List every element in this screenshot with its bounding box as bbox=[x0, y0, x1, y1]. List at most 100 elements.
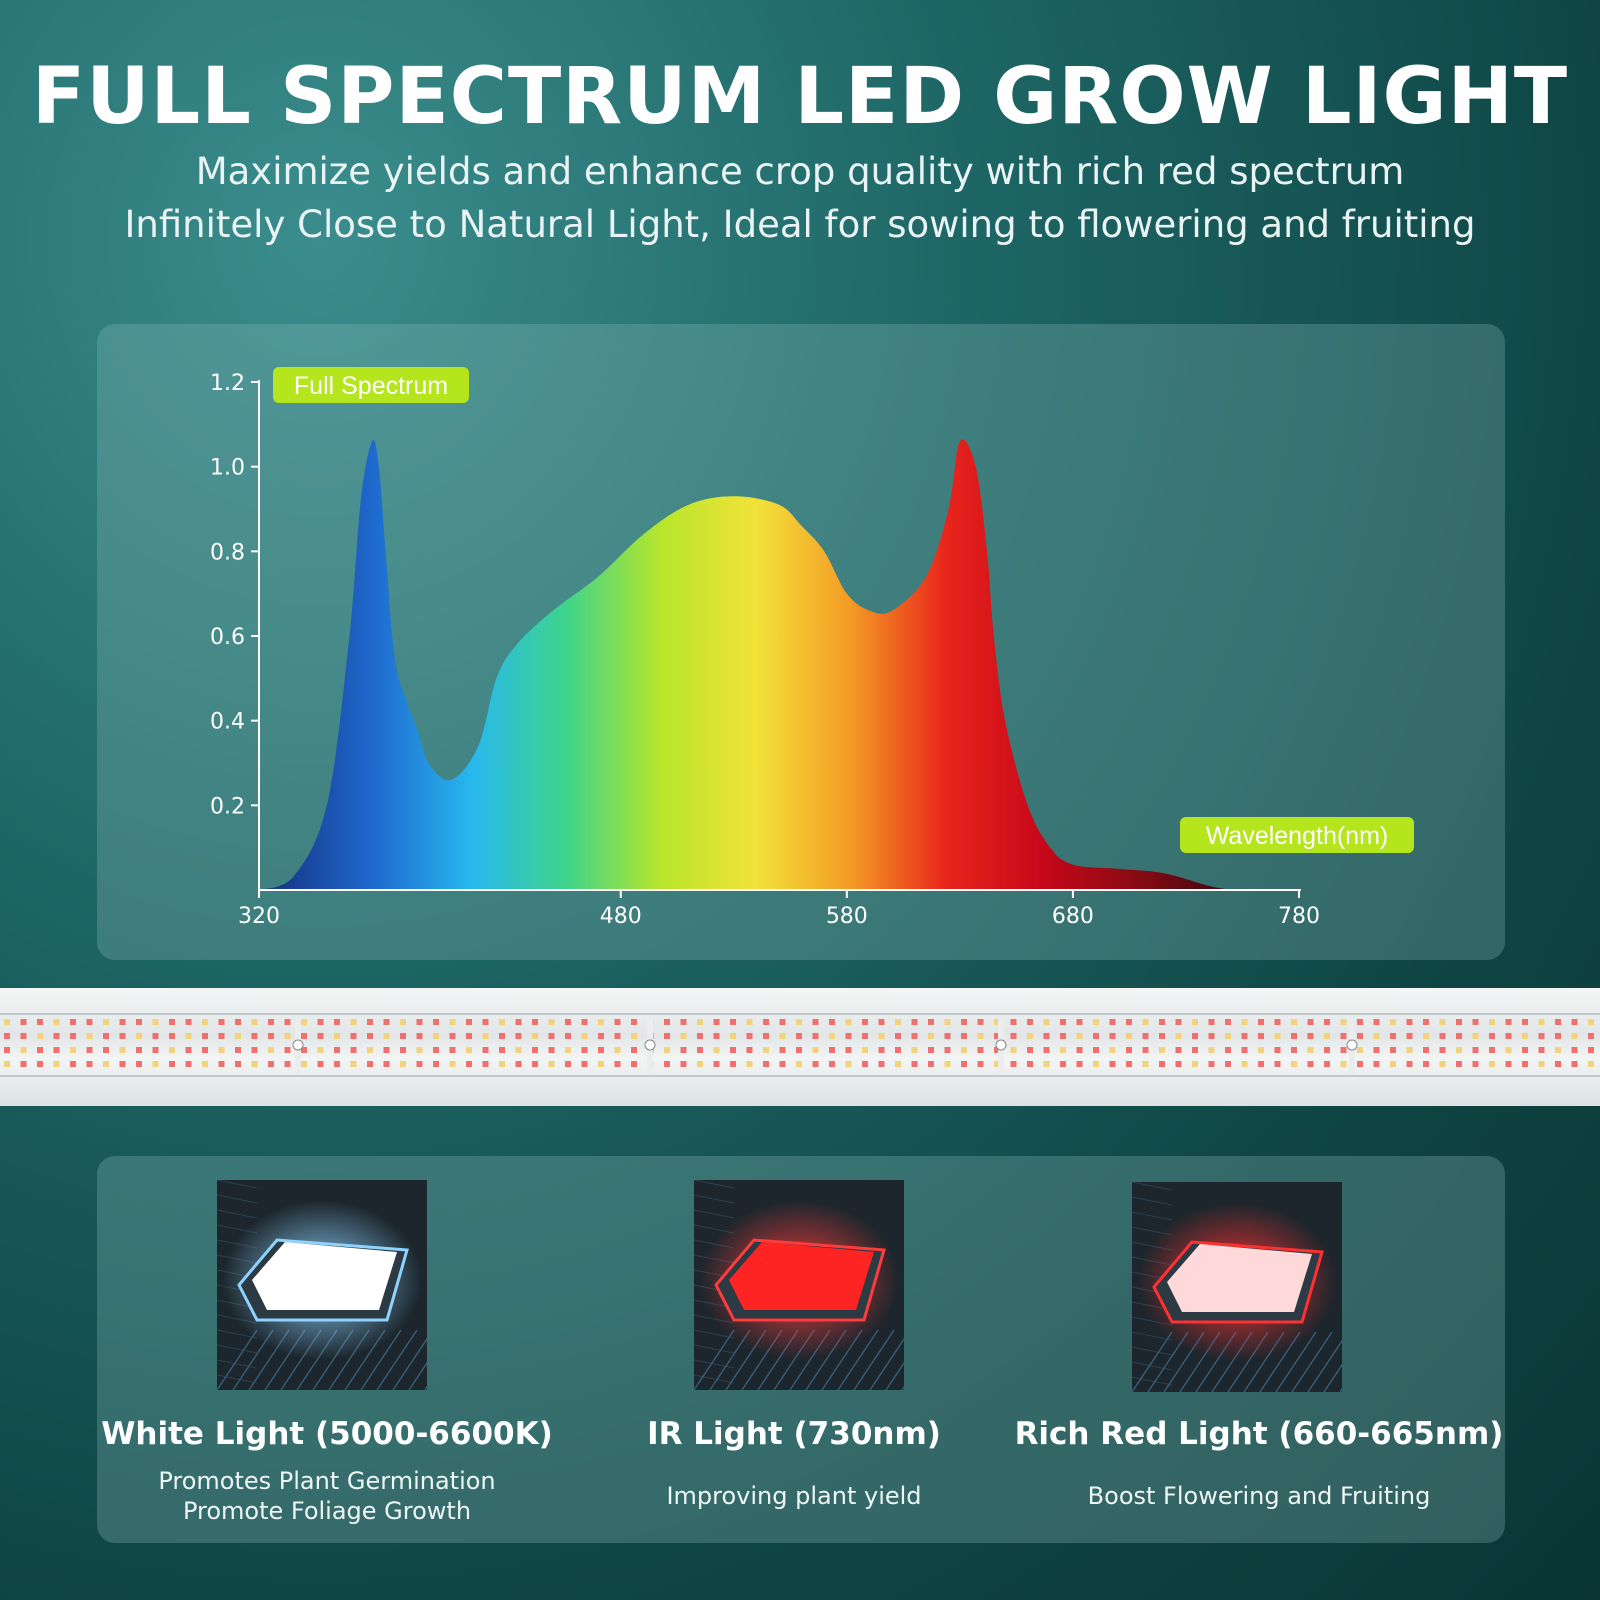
led-diode bbox=[680, 1061, 687, 1067]
led-diode bbox=[713, 1047, 720, 1053]
led-diode bbox=[994, 1047, 1000, 1053]
led-diode bbox=[1571, 1019, 1578, 1025]
led-diode bbox=[268, 1019, 274, 1025]
circuit-trace bbox=[694, 1329, 735, 1390]
led-diode bbox=[20, 1033, 27, 1039]
led-diode bbox=[1505, 1061, 1512, 1067]
led-diode bbox=[779, 1019, 786, 1025]
circuit-trace bbox=[217, 1180, 258, 1189]
circuit-trace bbox=[1132, 1331, 1173, 1392]
led-diode bbox=[1456, 1061, 1462, 1067]
led-diode bbox=[994, 1033, 1000, 1039]
led-diode bbox=[119, 1061, 126, 1067]
circuit-trace bbox=[408, 1361, 427, 1390]
led-diode bbox=[1175, 1019, 1182, 1025]
circuit-trace bbox=[1132, 1182, 1173, 1191]
led-diode bbox=[1307, 1019, 1314, 1025]
led-diode bbox=[37, 1019, 43, 1025]
led-diode bbox=[1208, 1061, 1215, 1067]
led-diode bbox=[1423, 1047, 1429, 1053]
led-diode bbox=[631, 1033, 637, 1039]
led-diode bbox=[1093, 1047, 1099, 1053]
led-diode bbox=[1439, 1061, 1446, 1067]
led-diode bbox=[1324, 1047, 1330, 1053]
led-diode bbox=[268, 1047, 274, 1053]
led-diode bbox=[301, 1047, 307, 1053]
led-diode bbox=[53, 1047, 60, 1053]
led-diode bbox=[1357, 1019, 1363, 1025]
led-diode bbox=[1142, 1061, 1149, 1067]
led-diode bbox=[350, 1033, 357, 1039]
led-diode bbox=[449, 1061, 456, 1067]
led-diode bbox=[185, 1019, 192, 1025]
led-diode bbox=[383, 1019, 390, 1025]
led-diode bbox=[1192, 1019, 1198, 1025]
led-diode bbox=[416, 1033, 423, 1039]
led-diode bbox=[70, 1061, 76, 1067]
led-diode bbox=[1489, 1061, 1495, 1067]
card-desc-line: Promote Foliage Growth bbox=[182, 1497, 472, 1525]
led-diode bbox=[1159, 1019, 1165, 1025]
led-diode bbox=[1505, 1033, 1512, 1039]
circuit-trace bbox=[217, 1209, 258, 1219]
circuit-trace bbox=[1307, 1339, 1342, 1392]
led-diode bbox=[565, 1019, 571, 1025]
led-diode bbox=[1175, 1033, 1182, 1039]
led-diode bbox=[284, 1047, 291, 1053]
led-diode bbox=[449, 1019, 456, 1025]
led-diode bbox=[284, 1033, 291, 1039]
led-diode bbox=[1241, 1061, 1248, 1067]
led-diode bbox=[862, 1033, 868, 1039]
x-axis-label: Wavelength(nm) bbox=[1206, 822, 1388, 850]
led-diode bbox=[317, 1061, 324, 1067]
led-diode bbox=[548, 1019, 555, 1025]
led-diode bbox=[70, 1019, 76, 1025]
led-diode bbox=[1159, 1061, 1165, 1067]
led-diode bbox=[1390, 1033, 1396, 1039]
led-diode bbox=[1126, 1061, 1132, 1067]
led-diode bbox=[928, 1047, 934, 1053]
led-diode bbox=[746, 1019, 753, 1025]
chip-emitter bbox=[252, 1242, 397, 1310]
circuit-trace bbox=[1132, 1376, 1173, 1386]
led-diode bbox=[895, 1019, 901, 1025]
led-diode bbox=[1522, 1019, 1528, 1025]
strip-screw bbox=[1346, 1039, 1358, 1051]
led-diode bbox=[1291, 1047, 1297, 1053]
led-diode bbox=[1439, 1019, 1446, 1025]
led-diode bbox=[350, 1047, 357, 1053]
y-tick-label: 0.8 bbox=[210, 540, 245, 565]
led-diode bbox=[829, 1033, 835, 1039]
circuit-trace bbox=[392, 1337, 427, 1390]
led-diode bbox=[301, 1061, 307, 1067]
led-diode bbox=[565, 1033, 571, 1039]
led-diode bbox=[581, 1033, 588, 1039]
led-diode bbox=[37, 1033, 43, 1039]
led-diode bbox=[136, 1047, 142, 1053]
led-diode bbox=[1555, 1019, 1561, 1025]
led-diode bbox=[680, 1033, 687, 1039]
led-diode bbox=[334, 1061, 340, 1067]
led-diode bbox=[1588, 1061, 1594, 1067]
led-diode bbox=[400, 1047, 406, 1053]
led-diode bbox=[1027, 1047, 1033, 1053]
chip-emitter bbox=[729, 1242, 874, 1310]
led-diode bbox=[235, 1033, 241, 1039]
led-diode bbox=[1043, 1061, 1050, 1067]
led-diode bbox=[1060, 1033, 1066, 1039]
led-diode bbox=[152, 1019, 159, 1025]
led-diode bbox=[218, 1033, 225, 1039]
led-diode bbox=[532, 1061, 538, 1067]
led-diode bbox=[1076, 1061, 1083, 1067]
led-diode bbox=[416, 1019, 423, 1025]
led-diode bbox=[1439, 1033, 1446, 1039]
led-diode bbox=[746, 1033, 753, 1039]
led-diode bbox=[169, 1047, 175, 1053]
led-diode bbox=[1472, 1061, 1479, 1067]
circuit-trace bbox=[694, 1209, 735, 1219]
led-diode bbox=[1505, 1019, 1512, 1025]
led-diode bbox=[169, 1033, 175, 1039]
title-badge-bg bbox=[273, 367, 469, 403]
card-title: Rich Red Light (660-665nm) bbox=[1014, 1416, 1504, 1452]
led-diode bbox=[796, 1033, 802, 1039]
